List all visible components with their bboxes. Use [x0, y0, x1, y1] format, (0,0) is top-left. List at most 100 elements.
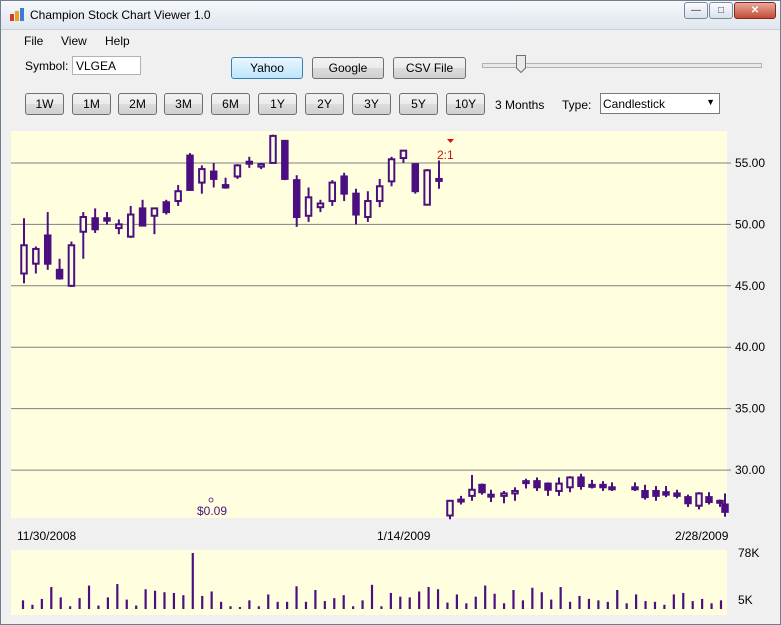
google-button[interactable]: Google — [312, 57, 384, 79]
candle-body — [20, 244, 28, 275]
chart-type-label: Type: — [562, 98, 592, 112]
candle-low — [662, 486, 670, 498]
candle-body — [457, 498, 465, 503]
candle-body — [721, 503, 729, 513]
current-range-label: 3 Months — [495, 98, 545, 112]
candle-low — [487, 489, 495, 503]
symbol-label: Symbol: — [25, 59, 69, 73]
chart-type-select[interactable]: Candlestick ▼ — [600, 93, 720, 114]
candle-body — [695, 492, 703, 507]
candle-body — [631, 486, 639, 491]
title-bar[interactable]: Champion Stock Chart Viewer 1.0 — □ ✕ — [1, 1, 780, 30]
range-button-1y[interactable]: 1Y — [258, 93, 297, 115]
candle-low — [446, 499, 454, 520]
candle-body — [186, 154, 194, 191]
candle-high — [269, 134, 277, 164]
candle-body — [684, 496, 692, 505]
candle-body — [468, 488, 476, 497]
candle-low — [695, 492, 703, 510]
range-button-6m[interactable]: 6M — [211, 93, 250, 115]
window-title: Champion Stock Chart Viewer 1.0 — [30, 8, 211, 22]
candle-body — [555, 482, 563, 492]
candle-body — [608, 486, 616, 491]
candle-body — [705, 496, 713, 504]
candle-body — [423, 169, 431, 206]
candle-high — [292, 175, 301, 227]
candle-low — [544, 482, 552, 496]
range-button-5y[interactable]: 5Y — [399, 93, 438, 115]
range-button-3m[interactable]: 3M — [164, 93, 203, 115]
close-button[interactable]: ✕ — [734, 2, 776, 19]
candle-body — [316, 202, 325, 209]
maximize-icon: □ — [717, 5, 725, 16]
candle-body — [511, 489, 519, 495]
maximize-button[interactable]: □ — [709, 2, 733, 19]
candle-body — [588, 483, 596, 488]
candle-high — [340, 172, 348, 202]
candle-high — [435, 160, 443, 189]
candle-body — [162, 201, 171, 214]
candle-high — [126, 205, 135, 238]
yahoo-button[interactable]: Yahoo — [231, 57, 303, 79]
y-tick-label: 30.00 — [735, 463, 765, 477]
stock-chart[interactable]: 55.00 50.00 45.00 40.00 35.00 30.00 11/30/2008… — [11, 131, 770, 615]
menu-help[interactable]: Help — [105, 34, 130, 48]
candle-high — [115, 219, 123, 235]
candle-body — [292, 179, 301, 218]
candle-body — [662, 491, 670, 496]
candle-body — [716, 499, 724, 504]
range-button-2m[interactable]: 2M — [118, 93, 157, 115]
range-button-1w[interactable]: 1W — [25, 93, 64, 115]
candle-body — [245, 160, 254, 165]
range-button-10y[interactable]: 10Y — [446, 93, 485, 115]
slider-track — [482, 63, 762, 68]
candle-high — [43, 212, 52, 270]
candle-low — [599, 481, 607, 491]
candle-high — [387, 156, 396, 187]
candle-body — [533, 480, 541, 489]
candle-high — [162, 199, 171, 215]
candle-body — [399, 149, 408, 160]
price-plot-area — [11, 131, 727, 518]
candle-body — [500, 492, 508, 497]
candle-body — [126, 213, 135, 238]
split-annotation: 2:1 — [437, 148, 454, 162]
candle-body — [91, 217, 99, 231]
candle-high — [198, 165, 206, 194]
candle-body — [446, 499, 454, 517]
minimize-button[interactable]: — — [684, 2, 708, 19]
candle-low — [641, 484, 649, 500]
candle-high — [257, 162, 265, 170]
range-button-1m[interactable]: 1M — [72, 93, 111, 115]
candle-body — [43, 234, 52, 265]
csv-file-button[interactable]: CSV File — [393, 57, 466, 79]
candle-body — [150, 207, 159, 217]
candle-high — [399, 149, 408, 163]
candle-body — [138, 207, 147, 227]
candle-body — [340, 175, 348, 195]
menu-file[interactable]: File — [24, 34, 44, 48]
candle-body — [55, 268, 64, 280]
candle-low — [522, 478, 530, 489]
y-tick-label: 40.00 — [735, 340, 765, 354]
candle-body — [522, 480, 530, 485]
chevron-down-icon[interactable]: ▼ — [706, 97, 715, 107]
candle-low — [652, 486, 660, 501]
candle-low — [577, 473, 585, 490]
candle-body — [375, 185, 384, 203]
candle-body — [269, 134, 277, 164]
candle-body — [387, 158, 396, 183]
range-button-3y[interactable]: 3Y — [352, 93, 391, 115]
candle-low — [673, 489, 681, 499]
candle-high — [233, 164, 242, 179]
range-button-2y[interactable]: 2Y — [305, 93, 344, 115]
slider-thumb[interactable] — [516, 55, 526, 73]
candle-high — [67, 241, 76, 288]
candle-high — [209, 162, 218, 188]
zoom-slider[interactable] — [477, 54, 767, 74]
chart-type-value: Candlestick — [603, 97, 666, 111]
menu-view[interactable]: View — [61, 34, 87, 48]
symbol-input[interactable] — [72, 56, 141, 75]
candle-body — [79, 216, 88, 233]
candle-high — [138, 199, 147, 227]
